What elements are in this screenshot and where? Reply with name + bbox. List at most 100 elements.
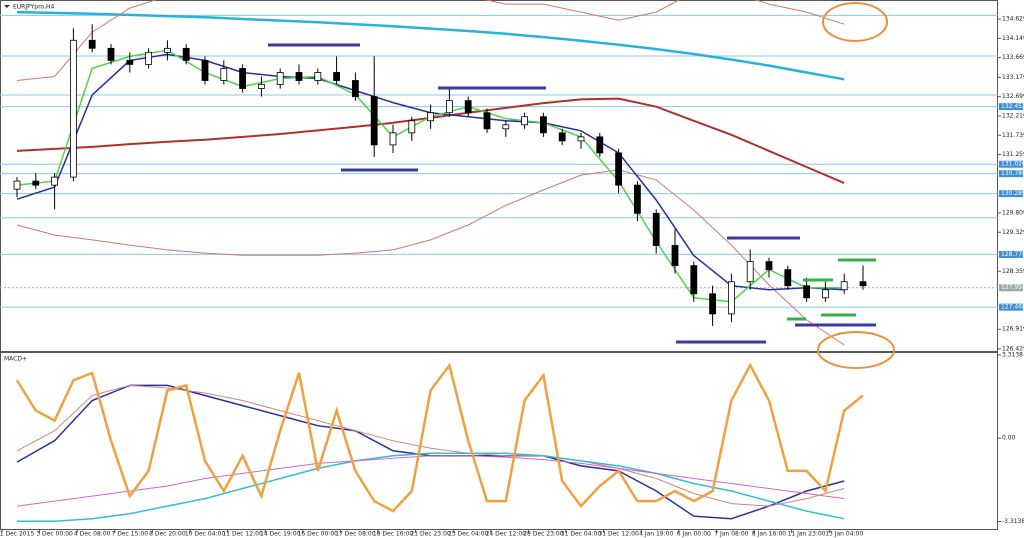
x-tick-label: 28 Dec 23:00: [523, 531, 564, 538]
indicator-line: [16, 169, 845, 346]
candle-body: [276, 72, 284, 85]
candle-body: [728, 281, 735, 315]
candle-body: [784, 269, 792, 287]
candle-body: [840, 281, 848, 291]
candle-body: [634, 184, 641, 214]
y-tick-label: 3.3138: [1002, 351, 1023, 358]
macd-panel: [0, 352, 998, 530]
x-tick-label: 1 Dec 2015: [0, 531, 34, 538]
candle-body: [464, 100, 472, 114]
candle-body: [483, 112, 491, 130]
candle-body: [389, 132, 397, 146]
highlight-ellipse: [817, 331, 895, 369]
x-tick-label: 24 Dec 12:00: [486, 531, 527, 538]
x-tick-label: 18 Dec 16:00: [373, 531, 414, 538]
y-tick-label: 133.669: [1002, 54, 1024, 61]
level-label: 130.786: [1001, 170, 1024, 177]
x-tick-label: 7 Dec 15:00: [112, 531, 149, 538]
candle-body: [540, 116, 547, 134]
level-label: 132.452: [1001, 103, 1024, 110]
candle-body: [145, 51, 153, 65]
x-tick-label: 21 Dec 23:00: [410, 531, 451, 538]
candle-body: [558, 132, 566, 142]
candle-body: [746, 261, 754, 283]
x-tick-label: 31 Dec 04:00: [561, 531, 602, 538]
x-tick-label: 31 Dec 12:00: [598, 531, 639, 538]
indicator-line: [16, 384, 845, 507]
candle-body: [314, 72, 322, 81]
x-tick-label: 8 Jan 16:00: [752, 531, 786, 538]
candle-body: [765, 261, 773, 271]
indicator-line: [15, 362, 864, 513]
y-tick-label: 126.429: [1002, 345, 1024, 352]
candle-body: [126, 59, 134, 65]
y-tick-label: 129.329: [1002, 229, 1024, 236]
x-tick-label: 6 Jan 00:00: [677, 531, 711, 538]
level-label: 130.289: [1001, 190, 1024, 197]
candle-body: [70, 39, 77, 178]
candle-body: [201, 59, 209, 81]
x-tick-label: 7 Jan 08:00: [714, 531, 748, 538]
candle-body: [577, 136, 585, 142]
indicator-line: [16, 455, 845, 507]
y-tick-label: 0.00: [1002, 435, 1016, 442]
candle-body: [51, 176, 58, 186]
candle-body: [295, 72, 303, 81]
level-label-box: [999, 190, 1023, 198]
candle-body: [521, 116, 528, 126]
candle-body: [257, 84, 265, 89]
chart-title: EURJPYpro,H4: [13, 4, 55, 11]
y-tick-label: 128.359: [1002, 268, 1024, 275]
y-tick-label: 131.259: [1002, 151, 1024, 158]
candle-body: [859, 281, 867, 287]
candle-body: [690, 265, 698, 295]
candle-body: [709, 293, 716, 315]
y-tick-label: 132.219: [1002, 112, 1024, 119]
y-tick-label: 132.699: [1002, 93, 1024, 100]
x-tick-label: 4 Dec 08:00: [74, 531, 111, 538]
level-label-box: [999, 160, 1023, 168]
level-label-box: [999, 303, 1023, 311]
candle-body: [408, 120, 416, 134]
candle-body: [239, 68, 247, 89]
candle-body: [88, 39, 96, 49]
current-label-box: [999, 284, 1023, 292]
highlight-ellipse: [822, 2, 888, 42]
indicator-line: [17, 452, 845, 522]
y-tick-label: 126.919: [1002, 326, 1024, 333]
x-tick-label: 14 Dec 19:00: [260, 531, 301, 538]
x-tick-label: 11 Dec 12:00: [222, 531, 263, 538]
x-tick-label: 17 Dec 08:00: [335, 531, 376, 538]
candle-body: [107, 47, 115, 61]
candle-body: [163, 47, 171, 53]
candle-body: [32, 180, 40, 186]
price-panel: [0, 0, 998, 352]
menu-arrow: [4, 5, 10, 8]
candle-body: [615, 152, 622, 186]
candle-body: [502, 124, 510, 130]
x-tick-label: 8 Dec 20:00: [149, 531, 186, 538]
y-tick-label: 134.149: [1002, 35, 1024, 42]
candle-body: [822, 289, 829, 299]
x-tick-label: 13 Jan 04:00: [825, 531, 863, 538]
level-label: 127.468: [1001, 304, 1024, 311]
indicator-title: MACD+: [4, 356, 27, 363]
y-tick-label: 131.739: [1002, 132, 1024, 139]
level-label-box: [999, 250, 1023, 258]
candle-body: [13, 180, 21, 190]
candle-body: [803, 285, 810, 299]
level-label: 128.778: [1001, 251, 1024, 258]
drawings: [268, 2, 895, 369]
candle-body: [220, 68, 228, 81]
level-label: 131.020: [1001, 161, 1024, 168]
indicator-line: [16, 0, 845, 81]
level-label-box: [999, 103, 1023, 111]
current-label: 127.950: [1001, 284, 1024, 291]
x-tick-label: 16 Dec 00:00: [298, 531, 339, 538]
candle-body: [182, 47, 190, 61]
candle-body: [351, 80, 359, 98]
x-tick-label: 23 Dec 04:00: [448, 531, 489, 538]
x-tick-label: 3 Dec 00:00: [36, 531, 73, 538]
level-label-box: [999, 170, 1023, 178]
y-tick-label: -3.3138: [1002, 518, 1024, 525]
